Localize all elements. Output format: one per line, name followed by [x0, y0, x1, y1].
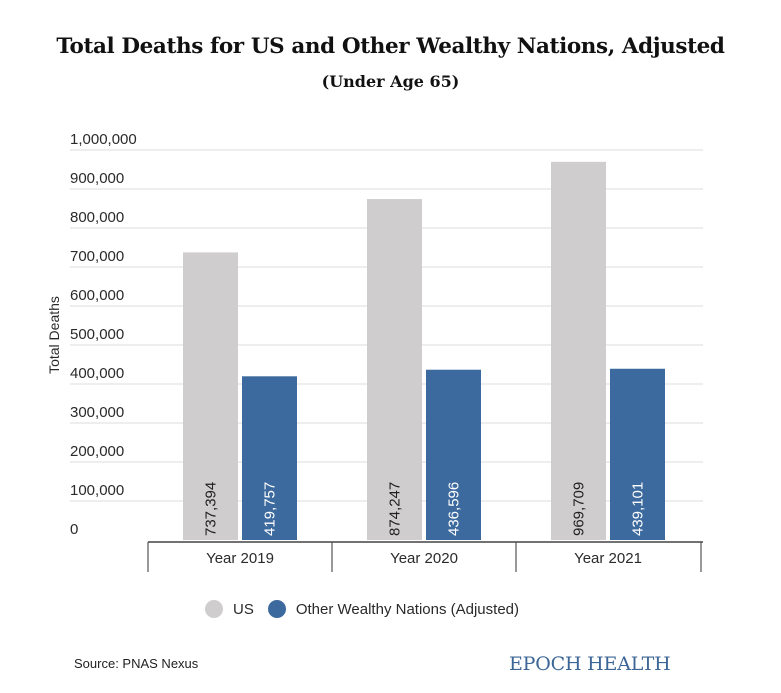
bar-chart: 0 100,000 200,000 300,000 400,000 500,000 600,… — [46, 131, 703, 572]
y-axis-label: Total Deaths — [46, 296, 62, 374]
source-note: Source: PNAS Nexus — [74, 656, 199, 671]
y-tick-label: 800,000 — [70, 209, 124, 226]
y-tick-label: 700,000 — [70, 248, 124, 265]
legend-swatch-us — [205, 600, 223, 618]
bar-us — [551, 161, 606, 541]
bar-other — [242, 376, 297, 540]
y-tick-label: 600,000 — [70, 287, 124, 304]
data-label: 969,709 — [571, 482, 588, 536]
x-category-label: Year 2019 — [206, 550, 274, 567]
legend-item-other: Other Wealthy Nations (Adjusted) — [267, 600, 519, 618]
data-label: 419,757 — [262, 482, 279, 536]
bar-us — [183, 252, 238, 541]
legend-swatch-other — [267, 600, 286, 618]
data-label: 874,247 — [387, 482, 404, 536]
bar-other — [426, 369, 481, 540]
y-tick-label: 900,000 — [70, 170, 124, 187]
legend-label-other: Other Wealthy Nations (Adjusted) — [295, 600, 519, 618]
legend-label-us: US — [233, 600, 254, 618]
x-category-label: Year 2020 — [390, 550, 458, 567]
y-tick-label: 1,000,000 — [70, 131, 137, 148]
y-tick-label: 400,000 — [70, 365, 124, 382]
data-label: 439,101 — [630, 482, 647, 536]
x-category-label: Year 2021 — [574, 550, 642, 567]
legend: US Other Wealthy Nations (Adjusted) — [205, 600, 533, 618]
brand-logo: EPOCH HEALTH — [509, 653, 671, 675]
data-label: 737,394 — [203, 482, 220, 536]
chart-title: Total Deaths for US and Other Wealthy Na… — [56, 34, 725, 59]
data-label: 436,596 — [446, 482, 463, 536]
y-tick-label: 500,000 — [70, 326, 124, 343]
chart-subtitle: (Under Age 65) — [321, 72, 460, 91]
y-tick-label: 100,000 — [70, 482, 124, 499]
bar-us — [367, 199, 422, 540]
bar-other — [610, 368, 665, 540]
y-tick-label: 300,000 — [70, 404, 124, 421]
y-tick-label: 200,000 — [70, 443, 124, 460]
legend-item-us: US — [205, 600, 254, 618]
y-tick-label: 0 — [70, 521, 78, 538]
